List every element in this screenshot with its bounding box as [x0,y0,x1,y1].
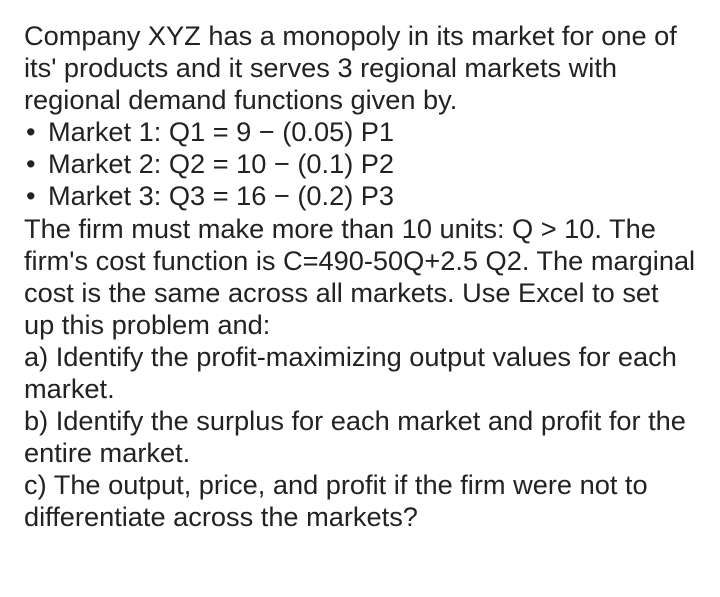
bullet-dot-icon: • [24,116,48,148]
bullet-text-3: Market 3: Q3 = 16 − (0.2) P3 [48,180,696,212]
part-c: c) The output, price, and profit if the … [24,469,696,533]
body-paragraph: The firm must make more than 10 units: Q… [24,213,696,341]
bullet-text-1: Market 1: Q1 = 9 − (0.05) P1 [48,116,696,148]
problem-text-block: Company XYZ has a monopoly in its market… [0,0,720,597]
bullet-dot-icon: • [24,180,48,212]
part-b: b) Identify the surplus for each market … [24,405,696,469]
bullet-item-1: • Market 1: Q1 = 9 − (0.05) P1 [24,116,696,148]
bullet-text-2: Market 2: Q2 = 10 − (0.1) P2 [48,148,696,180]
part-a: a) Identify the profit-maximizing output… [24,341,696,405]
bullet-item-2: • Market 2: Q2 = 10 − (0.1) P2 [24,148,696,180]
bullet-dot-icon: • [24,148,48,180]
intro-paragraph: Company XYZ has a monopoly in its market… [24,20,696,116]
bullet-item-3: • Market 3: Q3 = 16 − (0.2) P3 [24,180,696,212]
